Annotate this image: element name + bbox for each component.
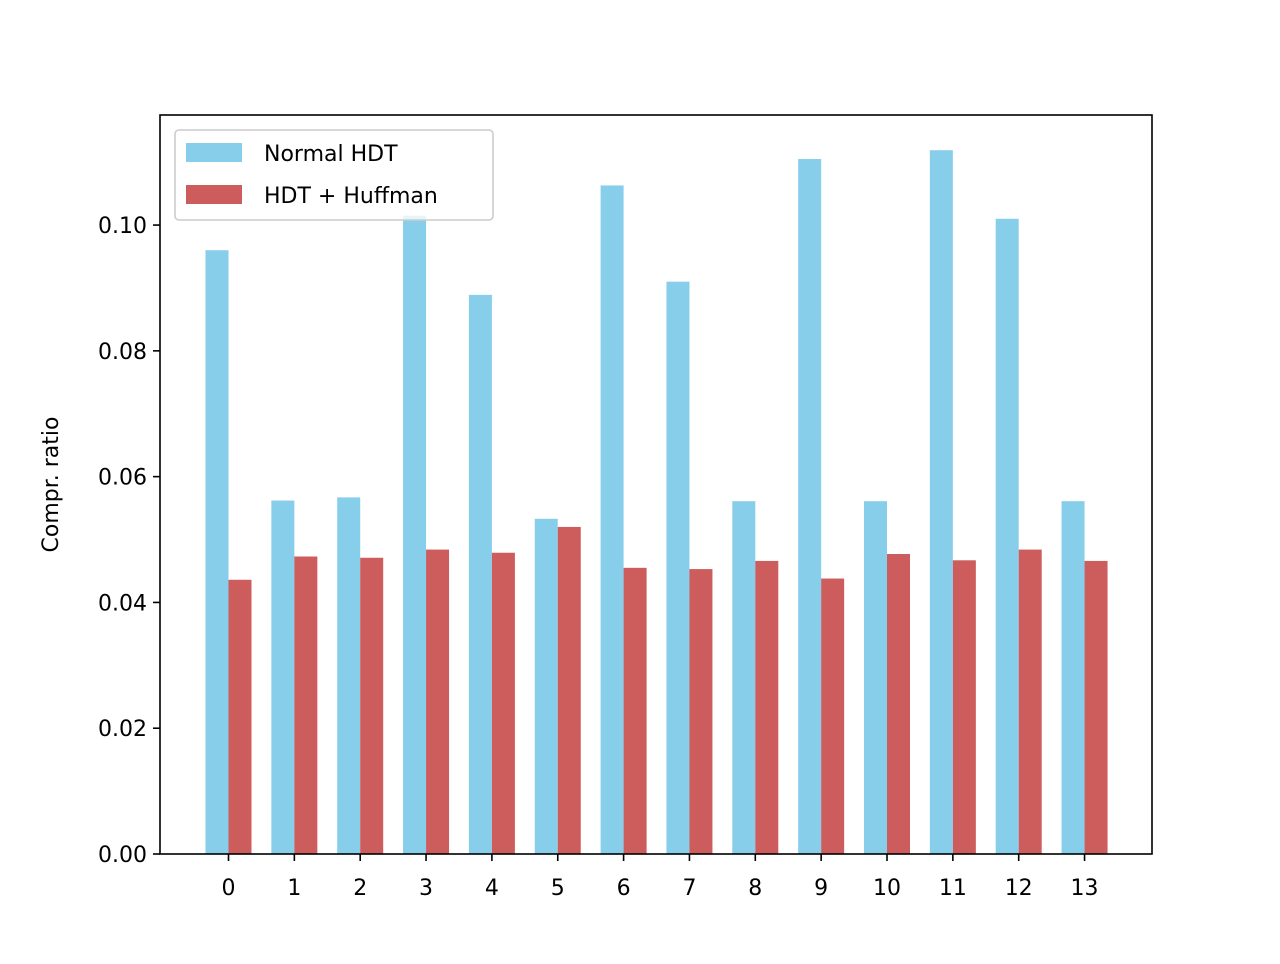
bar-hdt-huffman-2 — [360, 557, 384, 854]
legend-label-hdt-huffman: HDT + Huffman — [264, 184, 438, 209]
bar-normal-hdt-6 — [600, 185, 624, 854]
x-tick-label: 12 — [1005, 876, 1033, 901]
legend-swatch-hdt-huffman — [186, 185, 242, 204]
bar-hdt-huffman-3 — [426, 549, 450, 854]
x-tick-label: 2 — [353, 876, 367, 901]
y-tick-label: 0.08 — [98, 340, 147, 365]
x-tick-label: 7 — [682, 876, 696, 901]
bar-hdt-huffman-9 — [821, 578, 845, 854]
bar-hdt-huffman-7 — [689, 569, 713, 854]
x-tick-label: 4 — [485, 876, 499, 901]
bar-hdt-huffman-10 — [887, 554, 910, 854]
bar-hdt-huffman-1 — [294, 556, 318, 854]
bar-hdt-huffman-8 — [755, 560, 779, 854]
bar-normal-hdt-0 — [205, 250, 229, 855]
x-tick-label: 5 — [551, 876, 565, 901]
bar-normal-hdt-4 — [468, 294, 492, 854]
axes-layer — [159, 114, 1153, 855]
bar-normal-hdt-2 — [337, 497, 361, 854]
x-tick-label: 11 — [939, 876, 967, 901]
bar-normal-hdt-11 — [929, 150, 953, 855]
x-tick-label: 8 — [748, 876, 762, 901]
y-tick-label: 0.06 — [98, 466, 147, 491]
y-axis-label: Compr. ratio — [39, 417, 64, 553]
bar-hdt-huffman-12 — [1018, 549, 1042, 854]
bar-normal-hdt-3 — [403, 215, 427, 854]
bar-normal-hdt-7 — [666, 281, 690, 854]
x-ticks: 0 1 2 3 4 5 6 7 8 9 10 11 12 13 — [222, 854, 1099, 901]
y-tick-label: 0.04 — [98, 591, 147, 616]
x-tick-label: 6 — [617, 876, 631, 901]
legend-box — [174, 129, 494, 221]
bar-normal-hdt-9 — [798, 159, 822, 854]
legend-swatch-normal-hdt — [186, 143, 242, 162]
bar-hdt-huffman-11 — [952, 560, 976, 854]
y-tick-label: 0.02 — [98, 717, 147, 742]
legend: Normal HDT HDT + Huffman — [174, 129, 494, 221]
bar-hdt-huffman-0 — [228, 579, 252, 854]
bar-normal-hdt-8 — [732, 501, 756, 854]
legend-label-normal-hdt: Normal HDT — [264, 142, 398, 167]
bars-layer — [205, 150, 1108, 855]
x-tick-label: 9 — [814, 876, 828, 901]
x-tick-label: 0 — [222, 876, 236, 901]
x-tick-label: 13 — [1071, 876, 1099, 901]
bar-hdt-huffman-4 — [491, 552, 515, 854]
bar-normal-hdt-1 — [271, 500, 295, 854]
bar-hdt-huffman-6 — [623, 567, 647, 854]
x-tick-label: 10 — [873, 876, 901, 901]
bar-hdt-huffman-13 — [1084, 560, 1108, 854]
bar-normal-hdt-5 — [534, 518, 558, 854]
plot-frame — [159, 114, 1153, 855]
x-tick-label: 1 — [287, 876, 301, 901]
x-tick-label: 3 — [419, 876, 433, 901]
bar-normal-hdt-13 — [1061, 501, 1085, 854]
bar-hdt-huffman-5 — [557, 526, 581, 854]
y-tick-label: 0.10 — [98, 214, 147, 239]
bar-normal-hdt-10 — [864, 501, 887, 854]
bar-normal-hdt-12 — [995, 218, 1019, 854]
y-tick-label: 0.00 — [98, 843, 147, 868]
y-ticks: 0.00 0.02 0.04 0.06 0.08 0.10 — [98, 214, 160, 868]
